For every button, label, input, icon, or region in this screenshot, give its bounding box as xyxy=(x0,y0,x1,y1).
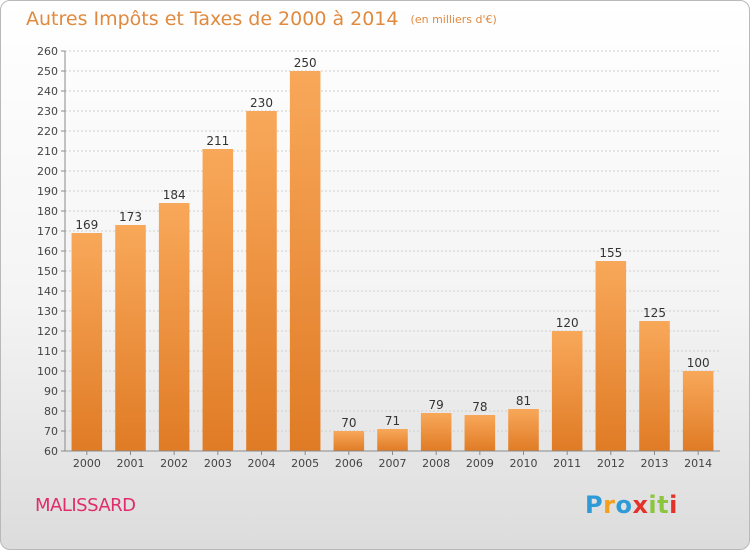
x-tick-label: 2014 xyxy=(684,457,712,470)
x-tick-label: 2004 xyxy=(248,457,276,470)
logo-letter: r xyxy=(603,491,616,519)
y-tick-label: 130 xyxy=(37,305,58,318)
bar-2005 xyxy=(289,71,321,451)
bar-layer xyxy=(71,71,714,451)
y-tick-label: 230 xyxy=(37,105,58,118)
y-tick-label: 110 xyxy=(37,345,58,358)
chart-title-unit: (en milliers d'€) xyxy=(410,13,497,26)
bar-2000 xyxy=(71,233,103,451)
y-tick-label: 160 xyxy=(37,245,58,258)
bar-value-label: 211 xyxy=(206,134,229,148)
bar-value-label: 169 xyxy=(75,218,98,232)
y-tick-label: 190 xyxy=(37,185,58,198)
bar-value-label: 100 xyxy=(687,356,710,370)
bar-value-label: 71 xyxy=(385,414,400,428)
bar-value-label: 173 xyxy=(119,210,142,224)
y-tick-label: 170 xyxy=(37,225,58,238)
y-tick-label: 150 xyxy=(37,265,58,278)
x-tick-label: 2006 xyxy=(335,457,363,470)
y-tick-label: 60 xyxy=(44,445,58,458)
bar-value-label: 81 xyxy=(516,394,531,408)
x-tick-label: 2012 xyxy=(597,457,625,470)
bar-2008 xyxy=(420,413,452,451)
y-tick-label: 220 xyxy=(37,125,58,138)
y-tick-label: 210 xyxy=(37,145,58,158)
bar-2012 xyxy=(595,261,627,451)
y-tick-label: 240 xyxy=(37,85,58,98)
bar-value-label: 78 xyxy=(472,400,487,414)
bar-value-label: 120 xyxy=(556,316,579,330)
y-tick-label: 80 xyxy=(44,405,58,418)
axis-layer: 60 70 80 90 100 110 120 130 140 150 160 170 180 190 20… xyxy=(37,45,720,470)
bar-value-label: 79 xyxy=(429,398,444,412)
x-tick-label: 2000 xyxy=(73,457,101,470)
logo-letter: x xyxy=(632,491,649,519)
x-tick-label: 2001 xyxy=(117,457,145,470)
bar-2010 xyxy=(508,409,539,451)
x-tick-label: 2003 xyxy=(204,457,232,470)
logo-letter: o xyxy=(615,491,633,519)
logo-letter: t xyxy=(657,491,670,519)
logo-letter: i xyxy=(648,491,658,519)
y-tick-label: 90 xyxy=(44,385,58,398)
bar-2011 xyxy=(551,331,583,451)
logo-letter: i xyxy=(669,491,678,519)
y-tick-label: 250 xyxy=(37,65,58,78)
x-tick-label: 2005 xyxy=(291,457,319,470)
bar-value-label: 125 xyxy=(643,306,666,320)
x-tick-label: 2009 xyxy=(466,457,494,470)
bar-value-label: 250 xyxy=(294,56,317,70)
y-tick-label: 140 xyxy=(37,285,58,298)
proxiti-logo: Proxiti xyxy=(585,491,678,519)
bar-2001 xyxy=(115,225,146,451)
x-tick-label: 2007 xyxy=(379,457,407,470)
x-tick-label: 2008 xyxy=(422,457,450,470)
bar-2014 xyxy=(682,371,714,451)
bar-2006 xyxy=(333,431,365,451)
bar-2003 xyxy=(202,149,234,451)
y-tick-label: 180 xyxy=(37,205,58,218)
bar-2002 xyxy=(158,203,190,451)
x-tick-label: 2011 xyxy=(553,457,581,470)
y-tick-label: 200 xyxy=(37,165,58,178)
bar-2007 xyxy=(377,429,408,451)
town-name: MALISSARD xyxy=(35,495,136,516)
x-tick-label: 2010 xyxy=(510,457,538,470)
y-tick-label: 120 xyxy=(37,325,58,338)
bar-2009 xyxy=(464,415,496,451)
bar-value-label: 230 xyxy=(250,96,273,110)
x-tick-label: 2013 xyxy=(641,457,669,470)
x-tick-label: 2002 xyxy=(160,457,188,470)
y-tick-label: 260 xyxy=(37,45,58,58)
bar-value-label: 184 xyxy=(163,188,186,202)
bar-value-label: 70 xyxy=(341,416,356,430)
y-tick-label: 100 xyxy=(37,365,58,378)
bar-value-label: 155 xyxy=(599,246,622,260)
y-tick-label: 70 xyxy=(44,425,58,438)
bar-2004 xyxy=(246,111,277,451)
chart-title-text: Autres Impôts et Taxes de 2000 à 2014 xyxy=(26,8,399,30)
bar-2013 xyxy=(639,321,670,451)
chart-title: Autres Impôts et Taxes de 2000 à 2014 (e… xyxy=(26,8,497,30)
logo-letter: P xyxy=(585,491,604,519)
